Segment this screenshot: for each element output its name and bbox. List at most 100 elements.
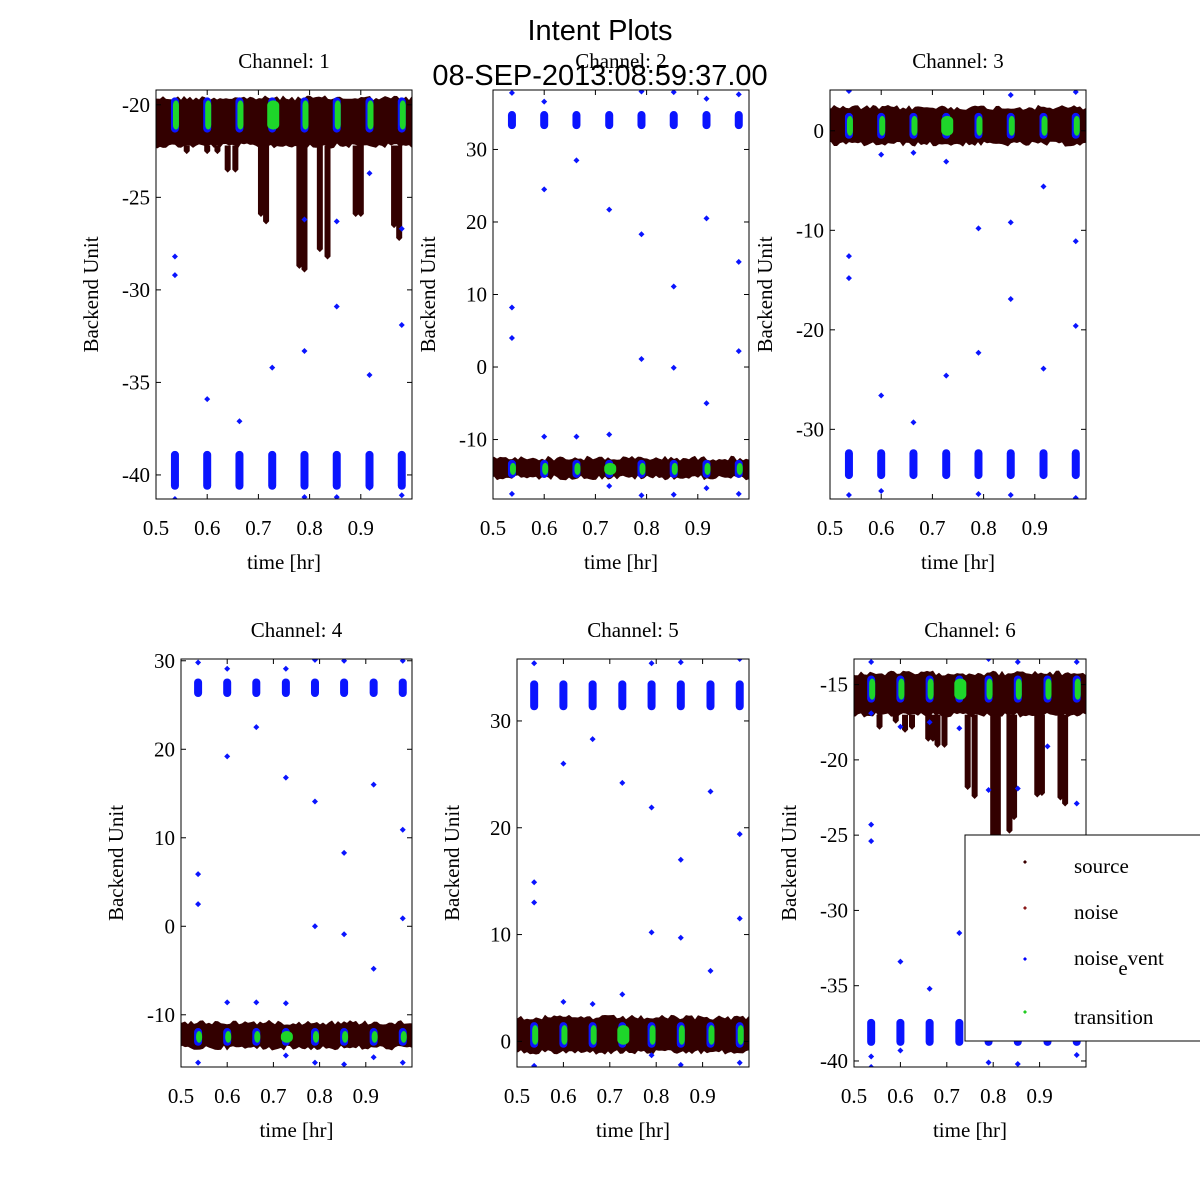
y-tick-label: -40 bbox=[122, 463, 150, 487]
source-dip-tip bbox=[396, 235, 403, 242]
transition-cluster bbox=[172, 100, 179, 130]
y-tick-label: -30 bbox=[820, 898, 848, 922]
noise-event-point bbox=[224, 999, 231, 1006]
noise-event-point bbox=[282, 665, 289, 672]
transition-cluster bbox=[509, 462, 516, 475]
noise-event-point bbox=[943, 372, 950, 379]
x-tick-label: 0.8 bbox=[970, 516, 996, 540]
subplot-title: Channel: 6 bbox=[924, 618, 1016, 642]
noise-event-point bbox=[735, 91, 742, 98]
noise-event-point bbox=[677, 856, 684, 863]
source-dip-column bbox=[391, 145, 398, 226]
y-axis-label: Backend Unit bbox=[79, 236, 103, 352]
source-dip-tip bbox=[1038, 789, 1045, 796]
x-tick-label: 0.7 bbox=[245, 516, 271, 540]
source-dip-tip bbox=[1011, 814, 1018, 821]
legend-marker-noise bbox=[1023, 906, 1027, 910]
noise-event-point bbox=[638, 231, 645, 238]
noise-event-point bbox=[171, 253, 178, 260]
axes-frame bbox=[155, 89, 413, 500]
noise-event-point bbox=[366, 170, 373, 177]
source-series-band bbox=[493, 455, 749, 481]
source-dip-tip bbox=[909, 723, 915, 730]
noise-event-point bbox=[531, 899, 538, 906]
source-dip-tip bbox=[301, 266, 308, 273]
noise-event-cluster-high bbox=[618, 680, 627, 711]
x-tick-label: 0.8 bbox=[296, 516, 322, 540]
noise-event-point bbox=[985, 786, 992, 793]
noise-event-point bbox=[333, 494, 340, 499]
noise-event-point bbox=[670, 491, 677, 498]
noise-event-point bbox=[311, 1059, 318, 1066]
noise-event-point bbox=[366, 484, 373, 491]
x-axis-label: time [hr] bbox=[584, 550, 658, 574]
figure-subtitle-timestamp: 08-SEP-2013:08:59:37.00 bbox=[432, 60, 767, 92]
noise-event-point bbox=[1072, 90, 1079, 95]
noise-event-point bbox=[1007, 91, 1014, 98]
noise-event-point bbox=[399, 826, 406, 833]
noise-event-point bbox=[195, 901, 202, 908]
x-tick-label: 0.9 bbox=[353, 1084, 379, 1108]
noise-event-point bbox=[736, 1059, 743, 1066]
y-tick-label: 10 bbox=[490, 923, 511, 947]
noise-event-point bbox=[878, 151, 885, 158]
noise-event-point bbox=[204, 483, 211, 490]
noise-event-point bbox=[541, 98, 548, 105]
transition-cluster bbox=[986, 678, 993, 700]
noise-event-point bbox=[619, 991, 626, 998]
x-axis-label: time [hr] bbox=[921, 550, 995, 574]
y-tick-label: -25 bbox=[122, 185, 150, 209]
noise-event-point bbox=[560, 760, 567, 767]
noise-event-point bbox=[311, 923, 318, 930]
source-dip-tip bbox=[352, 210, 359, 217]
x-tick-label: 0.8 bbox=[306, 1084, 332, 1108]
noise-event-cluster-high bbox=[669, 111, 678, 130]
transition-cluster bbox=[879, 115, 886, 136]
noise-event-cluster-high bbox=[530, 680, 539, 711]
transition-cluster bbox=[954, 678, 967, 700]
x-tick-label: 0.8 bbox=[980, 1084, 1006, 1108]
noise-event-point bbox=[370, 1054, 377, 1061]
source-dip-column bbox=[1062, 714, 1069, 804]
noise-event-point bbox=[707, 788, 714, 795]
noise-event-point bbox=[1073, 800, 1080, 807]
noise-event-point bbox=[638, 90, 645, 95]
transition-cluster bbox=[334, 100, 341, 130]
legend-label-transition: transition bbox=[1074, 1005, 1154, 1029]
noise-event-point bbox=[648, 660, 655, 667]
plot-area bbox=[517, 659, 749, 1067]
noise-event-point bbox=[868, 710, 875, 717]
noise-event-point bbox=[508, 490, 515, 497]
noise-event-point bbox=[975, 491, 982, 498]
noise-event-point bbox=[508, 335, 515, 342]
noise-event-cluster-low bbox=[844, 449, 853, 480]
transition-cluster bbox=[736, 462, 743, 475]
transition-cluster bbox=[708, 1025, 715, 1045]
x-tick-label: 0.9 bbox=[689, 1084, 715, 1108]
transition-cluster bbox=[532, 1025, 539, 1045]
legend-entry-noise-event: noiseevent bbox=[1023, 946, 1164, 980]
noise-event-cluster-high bbox=[398, 678, 407, 698]
source-series-band bbox=[830, 104, 1086, 147]
noise-event-point bbox=[638, 356, 645, 363]
source-series-band bbox=[156, 95, 412, 149]
noise-event-point bbox=[845, 253, 852, 260]
y-tick-label: 20 bbox=[490, 816, 511, 840]
noise-event-cluster-low bbox=[877, 449, 886, 480]
source-dip-column bbox=[396, 145, 403, 239]
x-tick-label: 0.7 bbox=[597, 1084, 623, 1108]
transition-cluster bbox=[671, 462, 678, 475]
noise-event-cluster-high bbox=[702, 111, 711, 130]
transition-cluster bbox=[302, 100, 309, 130]
noise-event-cluster-low bbox=[170, 450, 179, 490]
x-axis-label: time [hr] bbox=[596, 1118, 670, 1142]
legend-label-noise-event: noiseevent bbox=[1074, 946, 1164, 980]
axes-frame bbox=[180, 658, 413, 1068]
transition-cluster bbox=[639, 462, 646, 475]
legend-entry-transition: transition bbox=[1023, 1005, 1154, 1029]
noise-event-point bbox=[1072, 495, 1079, 499]
y-tick-label: 20 bbox=[154, 737, 175, 761]
noise-event-point bbox=[648, 929, 655, 936]
noise-event-cluster-low bbox=[1039, 449, 1048, 480]
source-dip-tip bbox=[971, 793, 978, 800]
